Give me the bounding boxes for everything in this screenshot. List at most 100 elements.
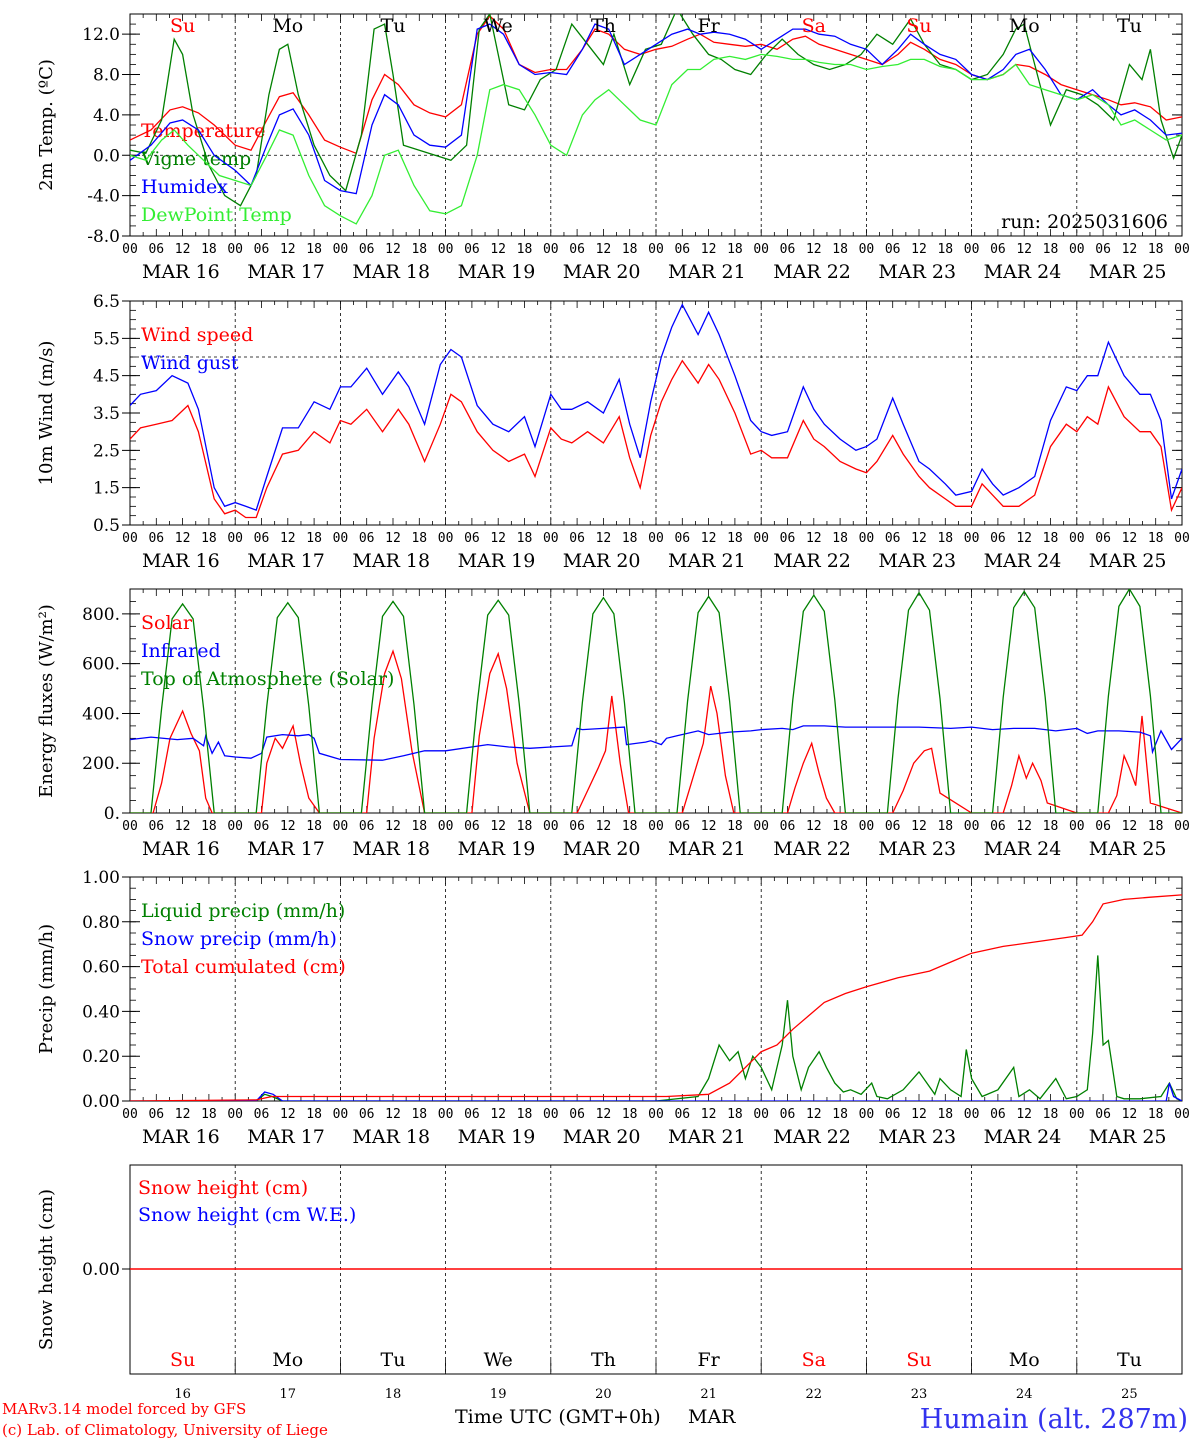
chart-panel-5: 0.00 Snow height (cm) Snow height (cm) Snow…	[36, 1164, 1183, 1402]
day-label: Mo	[272, 15, 303, 37]
hour-tick-label: 00	[333, 1107, 349, 1122]
hour-tick-label: 00	[648, 531, 664, 546]
hour-tick-label: 18	[517, 1107, 533, 1122]
hour-tick-label: 00	[333, 819, 349, 834]
date-label: MAR 18	[352, 550, 430, 572]
hour-tick-label: 18	[727, 1107, 743, 1122]
y-axis-label: Energy fluxes (W/m²)	[36, 604, 57, 798]
y-tick-label: -4.0	[87, 187, 120, 207]
hour-tick-label: 06	[1095, 819, 1111, 834]
date-label: MAR 21	[668, 261, 746, 283]
y-tick-label: 0.00	[82, 1092, 120, 1112]
hour-tick-label: 18	[727, 819, 743, 834]
hour-tick-label: 00	[1174, 1107, 1190, 1122]
hour-tick-label: 18	[201, 531, 217, 546]
date-label: MAR 23	[878, 261, 956, 283]
date-label: MAR 16	[142, 261, 220, 283]
hour-tick-label: 12	[701, 819, 717, 834]
date-label: MAR 25	[1089, 261, 1167, 283]
y-tick-label: 5.5	[93, 329, 120, 349]
legend-entry: DewPoint Temp	[141, 204, 292, 226]
date-label: MAR 16	[142, 550, 220, 572]
y-tick-label: 200.	[82, 754, 120, 774]
hour-tick-label: 12	[280, 819, 296, 834]
hour-tick-label: 12	[806, 242, 822, 257]
y-tick-label: 400.	[82, 704, 120, 724]
hour-tick-label: 18	[622, 242, 638, 257]
hour-tick-label: 12	[806, 819, 822, 834]
day-label: Su	[170, 15, 195, 37]
date-label: MAR 22	[773, 550, 851, 572]
y-tick-label: 6.5	[93, 292, 120, 312]
hour-tick-label: 06	[990, 1107, 1006, 1122]
date-label: MAR 24	[984, 838, 1062, 860]
hour-tick-label: 00	[227, 819, 243, 834]
hour-tick-label: 18	[937, 242, 953, 257]
hour-tick-label: 12	[911, 242, 927, 257]
hour-tick-label: 12	[596, 819, 612, 834]
hour-tick-label: 00	[753, 242, 769, 257]
date-label: MAR 20	[563, 1126, 641, 1148]
hour-tick-label: 06	[359, 531, 375, 546]
hour-tick-label: 18	[306, 1107, 322, 1122]
hour-tick-label: 18	[411, 242, 427, 257]
month-label: MAR	[688, 1406, 736, 1428]
hour-tick-label: 12	[175, 531, 191, 546]
y-tick-label: 0.0	[93, 146, 120, 166]
y-tick-label: 0.00	[82, 1260, 120, 1280]
day-label: Sa	[802, 15, 826, 37]
hour-tick-label: 12	[1122, 1107, 1138, 1122]
hour-tick-label: 18	[1148, 531, 1164, 546]
date-label: MAR 16	[142, 838, 220, 860]
date-label: MAR 24	[984, 261, 1062, 283]
day-number-label: 16	[174, 1387, 191, 1402]
hour-tick-label: 06	[885, 819, 901, 834]
series-line-4-1	[130, 955, 1182, 1101]
hour-tick-label: 06	[148, 819, 164, 834]
hour-tick-label: 18	[201, 819, 217, 834]
chart-panel-3: 0. 200. 400. 600. 800. Energy fluxes (W/m²) So…	[36, 588, 1190, 860]
date-label: MAR 20	[563, 261, 641, 283]
hour-tick-label: 00	[1174, 819, 1190, 834]
legend-entry: Snow height (cm)	[138, 1177, 308, 1199]
date-label: MAR 19	[458, 1126, 536, 1148]
legend-entry: Snow precip (mm/h)	[141, 928, 337, 950]
hour-tick-label: 12	[701, 242, 717, 257]
station-name: Humain (alt. 287m)	[920, 1404, 1188, 1435]
hour-tick-label: 12	[596, 531, 612, 546]
y-tick-label: 0.40	[82, 1002, 120, 1022]
hour-tick-label: 12	[1016, 1107, 1032, 1122]
date-label: MAR 20	[563, 838, 641, 860]
hour-tick-label: 00	[122, 819, 138, 834]
day-number-label: 19	[490, 1387, 507, 1402]
y-axis-label: 2m Temp. (ºC)	[36, 59, 57, 191]
series-line-1-2	[130, 14, 1182, 207]
hour-tick-label: 06	[1095, 531, 1111, 546]
meteogram-panels: -8.0 -4.0 0.0 4.0 8.0 12.0 2m Temp. (ºC) Temper…	[36, 13, 1190, 1402]
hour-tick-label: 12	[806, 531, 822, 546]
date-label: MAR 25	[1089, 550, 1167, 572]
hour-tick-label: 00	[964, 819, 980, 834]
day-number-label: 18	[385, 1387, 402, 1402]
hour-tick-label: 12	[701, 531, 717, 546]
series-line-2-1	[130, 359, 1182, 519]
plot-frame	[129, 588, 1183, 814]
hour-tick-label: 00	[543, 242, 559, 257]
day-number-label: 24	[1016, 1387, 1033, 1402]
hour-tick-label: 00	[964, 242, 980, 257]
day-label: We	[484, 1349, 513, 1371]
lab-credit: (c) Lab. of Climatology, University of L…	[2, 1421, 328, 1439]
hour-tick-label: 12	[280, 1107, 296, 1122]
legend-entry: Liquid precip (mm/h)	[141, 900, 345, 922]
hour-tick-label: 12	[1122, 531, 1138, 546]
hour-tick-label: 00	[122, 1107, 138, 1122]
hour-tick-label: 00	[648, 1107, 664, 1122]
day-label: Sa	[802, 1349, 826, 1371]
day-label: Su	[170, 1349, 195, 1371]
date-label: MAR 21	[668, 838, 746, 860]
day-label: We	[484, 15, 513, 37]
date-label: MAR 24	[984, 1126, 1062, 1148]
hour-tick-label: 12	[175, 819, 191, 834]
y-tick-label: 0.	[104, 804, 120, 824]
y-tick-label: 12.0	[82, 25, 120, 45]
